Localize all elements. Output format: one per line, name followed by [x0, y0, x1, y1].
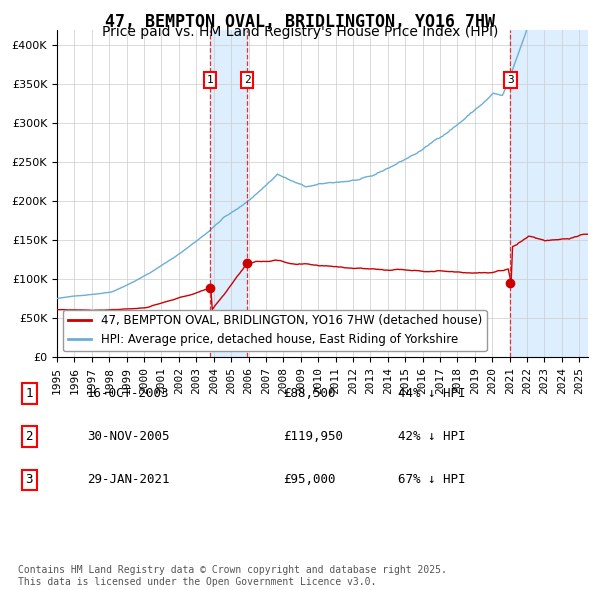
Text: £88,500: £88,500 [283, 387, 335, 400]
Text: 44% ↓ HPI: 44% ↓ HPI [398, 387, 466, 400]
Text: 3: 3 [26, 473, 33, 486]
Text: 67% ↓ HPI: 67% ↓ HPI [398, 473, 466, 486]
Text: 1: 1 [26, 387, 33, 400]
Legend: 47, BEMPTON OVAL, BRIDLINGTON, YO16 7HW (detached house), HPI: Average price, de: 47, BEMPTON OVAL, BRIDLINGTON, YO16 7HW … [63, 310, 487, 351]
Text: 1: 1 [206, 76, 214, 85]
Text: 2: 2 [26, 430, 33, 443]
Text: 47, BEMPTON OVAL, BRIDLINGTON, YO16 7HW: 47, BEMPTON OVAL, BRIDLINGTON, YO16 7HW [105, 13, 495, 31]
Text: 3: 3 [507, 76, 514, 85]
Text: 42% ↓ HPI: 42% ↓ HPI [398, 430, 466, 443]
Text: 2: 2 [244, 76, 250, 85]
Text: £119,950: £119,950 [283, 430, 343, 443]
Text: £95,000: £95,000 [283, 473, 335, 486]
Text: 16-OCT-2003: 16-OCT-2003 [87, 387, 169, 400]
Bar [210, 30, 247, 357]
Text: Contains HM Land Registry data © Crown copyright and database right 2025.
This d: Contains HM Land Registry data © Crown c… [18, 565, 447, 587]
Text: 29-JAN-2021: 29-JAN-2021 [87, 473, 169, 486]
Text: Price paid vs. HM Land Registry's House Price Index (HPI): Price paid vs. HM Land Registry's House … [102, 25, 498, 40]
Bar [511, 30, 588, 357]
Text: 30-NOV-2005: 30-NOV-2005 [87, 430, 169, 443]
